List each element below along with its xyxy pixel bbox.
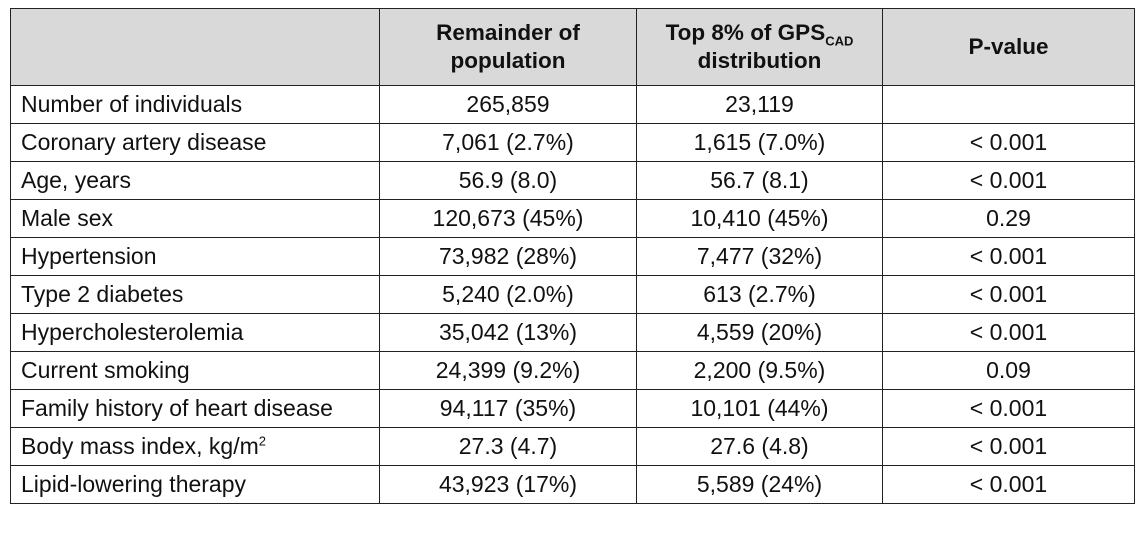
row-label-text: Male sex (21, 205, 114, 231)
top-gps-value-cell: 10,101 (44%) (636, 389, 883, 428)
remainder-value-cell: 27.3 (4.7) (379, 427, 637, 466)
row-label: Body mass index, kg/m2 (10, 427, 380, 466)
table-row: Body mass index, kg/m2 27.3 (4.7) 27.6 (4.… (10, 427, 1135, 466)
header-top-gps-subscript: CAD (825, 33, 854, 49)
row-label-text: Current smoking (21, 357, 190, 383)
table-row: Current smoking 24,399 (9.2%) 2,200 (9.5%)… (10, 351, 1135, 390)
characteristics-table: Remainder of population Top 8% of GPSCAD… (10, 8, 1135, 504)
header-top-gps-line2: distribution (697, 48, 822, 73)
row-label: Male sex (10, 199, 380, 238)
row-label: Hypertension (10, 237, 380, 276)
table-row: Family history of heart disease 94,117 (3… (10, 389, 1135, 428)
header-remainder-line1: Remainder of (436, 20, 580, 45)
top-gps-value-cell: 5,589 (24%) (636, 465, 883, 504)
top-gps-value-cell: 56.7 (8.1) (636, 161, 883, 200)
header-top-gps-main: Top 8% of GPS (665, 20, 826, 45)
header-empty-cell (10, 8, 380, 86)
remainder-value-cell: 94,117 (35%) (379, 389, 637, 428)
remainder-value-cell: 7,061 (2.7%) (379, 123, 637, 162)
remainder-value-cell: 56.9 (8.0) (379, 161, 637, 200)
p-value-cell: < 0.001 (882, 161, 1135, 200)
characteristics-table-container: Remainder of population Top 8% of GPSCAD… (10, 8, 1135, 504)
remainder-value-cell: 5,240 (2.0%) (379, 275, 637, 314)
header-top-gps-line1: Top 8% of GPSCAD (647, 19, 872, 49)
row-label-text: Number of individuals (21, 91, 243, 117)
top-gps-value-cell: 10,410 (45%) (636, 199, 883, 238)
row-label-superscript: 2 (258, 433, 266, 449)
p-value-cell: < 0.001 (882, 237, 1135, 276)
p-value-cell: 0.09 (882, 351, 1135, 390)
table-row: Age, years 56.9 (8.0) 56.7 (8.1) < 0.001 (10, 161, 1135, 200)
p-value-cell: < 0.001 (882, 389, 1135, 428)
p-value-cell: < 0.001 (882, 313, 1135, 352)
table-row: Number of individuals 265,859 23,119 (10, 85, 1135, 124)
top-gps-value-cell: 23,119 (636, 85, 883, 124)
remainder-value-cell: 120,673 (45%) (379, 199, 637, 238)
table-row: Coronary artery disease 7,061 (2.7%) 1,615… (10, 123, 1135, 162)
top-gps-value-cell: 7,477 (32%) (636, 237, 883, 276)
row-label-text: Body mass index, kg/m (21, 433, 259, 459)
header-top-gps: Top 8% of GPSCAD distribution (636, 8, 883, 86)
row-label: Family history of heart disease (10, 389, 380, 428)
p-value-cell (882, 85, 1135, 124)
remainder-value-cell: 265,859 (379, 85, 637, 124)
row-label: Hypercholesterolemia (10, 313, 380, 352)
table-body: Number of individuals 265,859 23,119 Corona… (10, 85, 1135, 504)
remainder-value-cell: 73,982 (28%) (379, 237, 637, 276)
row-label: Age, years (10, 161, 380, 200)
top-gps-value-cell: 27.6 (4.8) (636, 427, 883, 466)
row-label-text: Type 2 diabetes (21, 281, 184, 307)
header-remainder-line2: population (450, 48, 566, 73)
row-label-text: Hypercholesterolemia (21, 319, 244, 345)
row-label-text: Family history of heart disease (21, 395, 333, 421)
row-label-text: Lipid-lowering therapy (21, 471, 247, 497)
top-gps-value-cell: 4,559 (20%) (636, 313, 883, 352)
p-value-cell: < 0.001 (882, 427, 1135, 466)
remainder-value-cell: 35,042 (13%) (379, 313, 637, 352)
p-value-cell: < 0.001 (882, 275, 1135, 314)
table-row: Hypercholesterolemia 35,042 (13%) 4,559 (2… (10, 313, 1135, 352)
row-label-text: Coronary artery disease (21, 129, 267, 155)
table-row: Male sex 120,673 (45%) 10,410 (45%) 0.29 (10, 199, 1135, 238)
table-row: Lipid-lowering therapy 43,923 (17%) 5,589 … (10, 465, 1135, 504)
table-header-row: Remainder of population Top 8% of GPSCAD… (10, 8, 1135, 86)
header-p-value: P-value (882, 8, 1135, 86)
table-row: Hypertension 73,982 (28%) 7,477 (32%) < 0.0… (10, 237, 1135, 276)
header-remainder-of-population: Remainder of population (379, 8, 637, 86)
p-value-cell: < 0.001 (882, 465, 1135, 504)
top-gps-value-cell: 613 (2.7%) (636, 275, 883, 314)
p-value-cell: < 0.001 (882, 123, 1135, 162)
row-label-text: Hypertension (21, 243, 157, 269)
row-label: Number of individuals (10, 85, 380, 124)
top-gps-value-cell: 1,615 (7.0%) (636, 123, 883, 162)
table-row: Type 2 diabetes 5,240 (2.0%) 613 (2.7%) < 0… (10, 275, 1135, 314)
remainder-value-cell: 24,399 (9.2%) (379, 351, 637, 390)
row-label: Type 2 diabetes (10, 275, 380, 314)
top-gps-value-cell: 2,200 (9.5%) (636, 351, 883, 390)
row-label: Current smoking (10, 351, 380, 390)
row-label: Coronary artery disease (10, 123, 380, 162)
remainder-value-cell: 43,923 (17%) (379, 465, 637, 504)
row-label-text: Age, years (21, 167, 131, 193)
row-label: Lipid-lowering therapy (10, 465, 380, 504)
p-value-cell: 0.29 (882, 199, 1135, 238)
